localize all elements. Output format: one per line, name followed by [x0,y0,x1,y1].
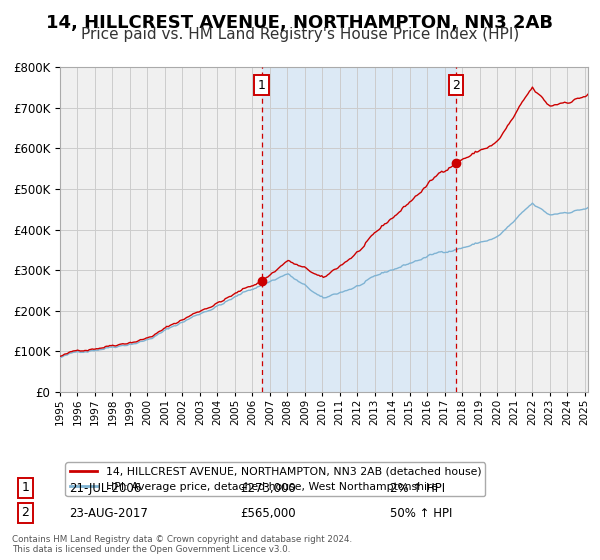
Text: 21-JUL-2006: 21-JUL-2006 [69,482,141,495]
Bar [262,67,456,392]
Text: £273,000: £273,000 [240,482,296,495]
Text: 23-AUG-2017: 23-AUG-2017 [69,507,148,520]
Legend: 14, HILLCREST AVENUE, NORTHAMPTON, NN3 2AB (detached house), HPI: Average price,: 14, HILLCREST AVENUE, NORTHAMPTON, NN3 2… [65,463,485,497]
Text: 2: 2 [452,79,460,92]
Text: 2% ↑ HPI: 2% ↑ HPI [390,482,445,495]
Text: Price paid vs. HM Land Registry's House Price Index (HPI): Price paid vs. HM Land Registry's House … [81,27,519,42]
Text: £565,000: £565,000 [240,507,296,520]
Text: 1: 1 [22,481,29,494]
Text: 14, HILLCREST AVENUE, NORTHAMPTON, NN3 2AB: 14, HILLCREST AVENUE, NORTHAMPTON, NN3 2… [47,14,554,32]
Text: 1: 1 [258,79,266,92]
Text: This data is licensed under the Open Government Licence v3.0.: This data is licensed under the Open Gov… [12,545,290,554]
Text: 2: 2 [22,506,29,520]
Text: Contains HM Land Registry data © Crown copyright and database right 2024.: Contains HM Land Registry data © Crown c… [12,535,352,544]
Text: 50% ↑ HPI: 50% ↑ HPI [390,507,452,520]
